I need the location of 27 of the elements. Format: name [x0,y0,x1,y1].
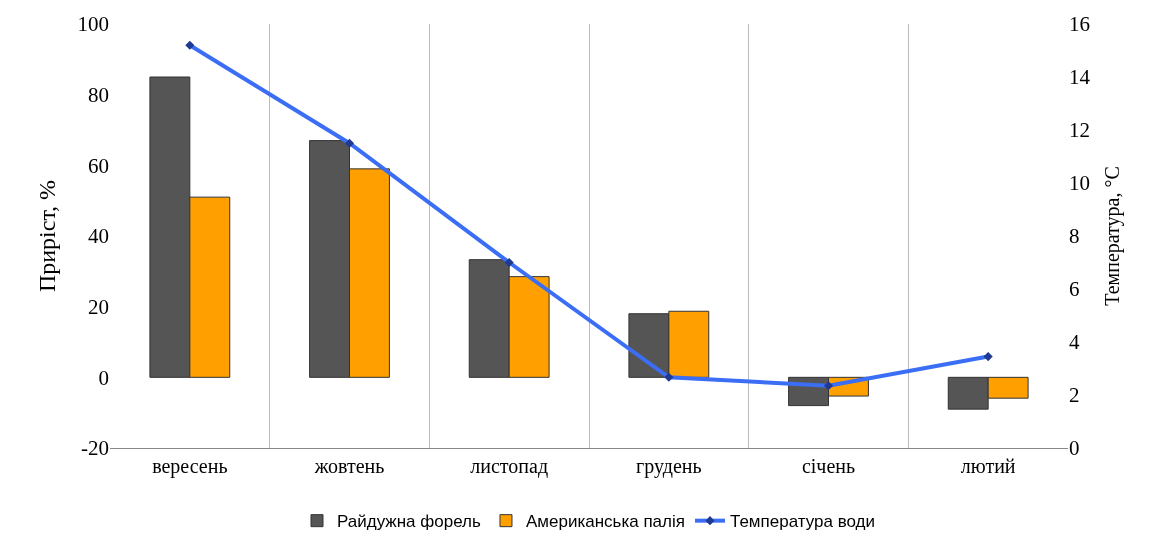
y2-tick-label: 14 [1069,65,1091,90]
y2-tick-label: 12 [1069,118,1090,143]
legend-label: Райдужна форель [337,512,481,532]
x-tick-label: вересень [152,455,228,478]
x-tick-label: жовтень [313,455,385,477]
y-axis-title: Приріст, % [33,179,60,293]
x-tick-label: грудень [636,455,702,478]
y-tick-label: 80 [88,83,109,108]
y2-tick-label: 10 [1069,171,1090,196]
y-tick-label: 100 [77,12,109,37]
y-tick-label: 40 [88,224,109,249]
y2-tick-label: 4 [1069,330,1080,355]
y-tick-label: -20 [81,436,109,461]
x-tick-label: листопад [470,455,549,478]
y2-tick-label: 16 [1069,12,1090,37]
x-tick-label: лютий [960,455,1016,477]
y-tick-label: 0 [98,365,109,390]
y2-tick-label: 2 [1069,383,1080,408]
y-tick-label: 60 [88,153,109,178]
x-tick-label: січень [801,455,856,477]
y-tick-label: 20 [88,295,109,320]
legend-label: Американська палія [525,512,685,532]
y2-tick-label: 8 [1069,224,1080,249]
y2-tick-label: 0 [1069,436,1080,461]
y2-axis-title: Температура, °C [1101,166,1124,306]
y2-tick-label: 6 [1069,277,1080,302]
legend-label: Температура води [729,512,876,532]
